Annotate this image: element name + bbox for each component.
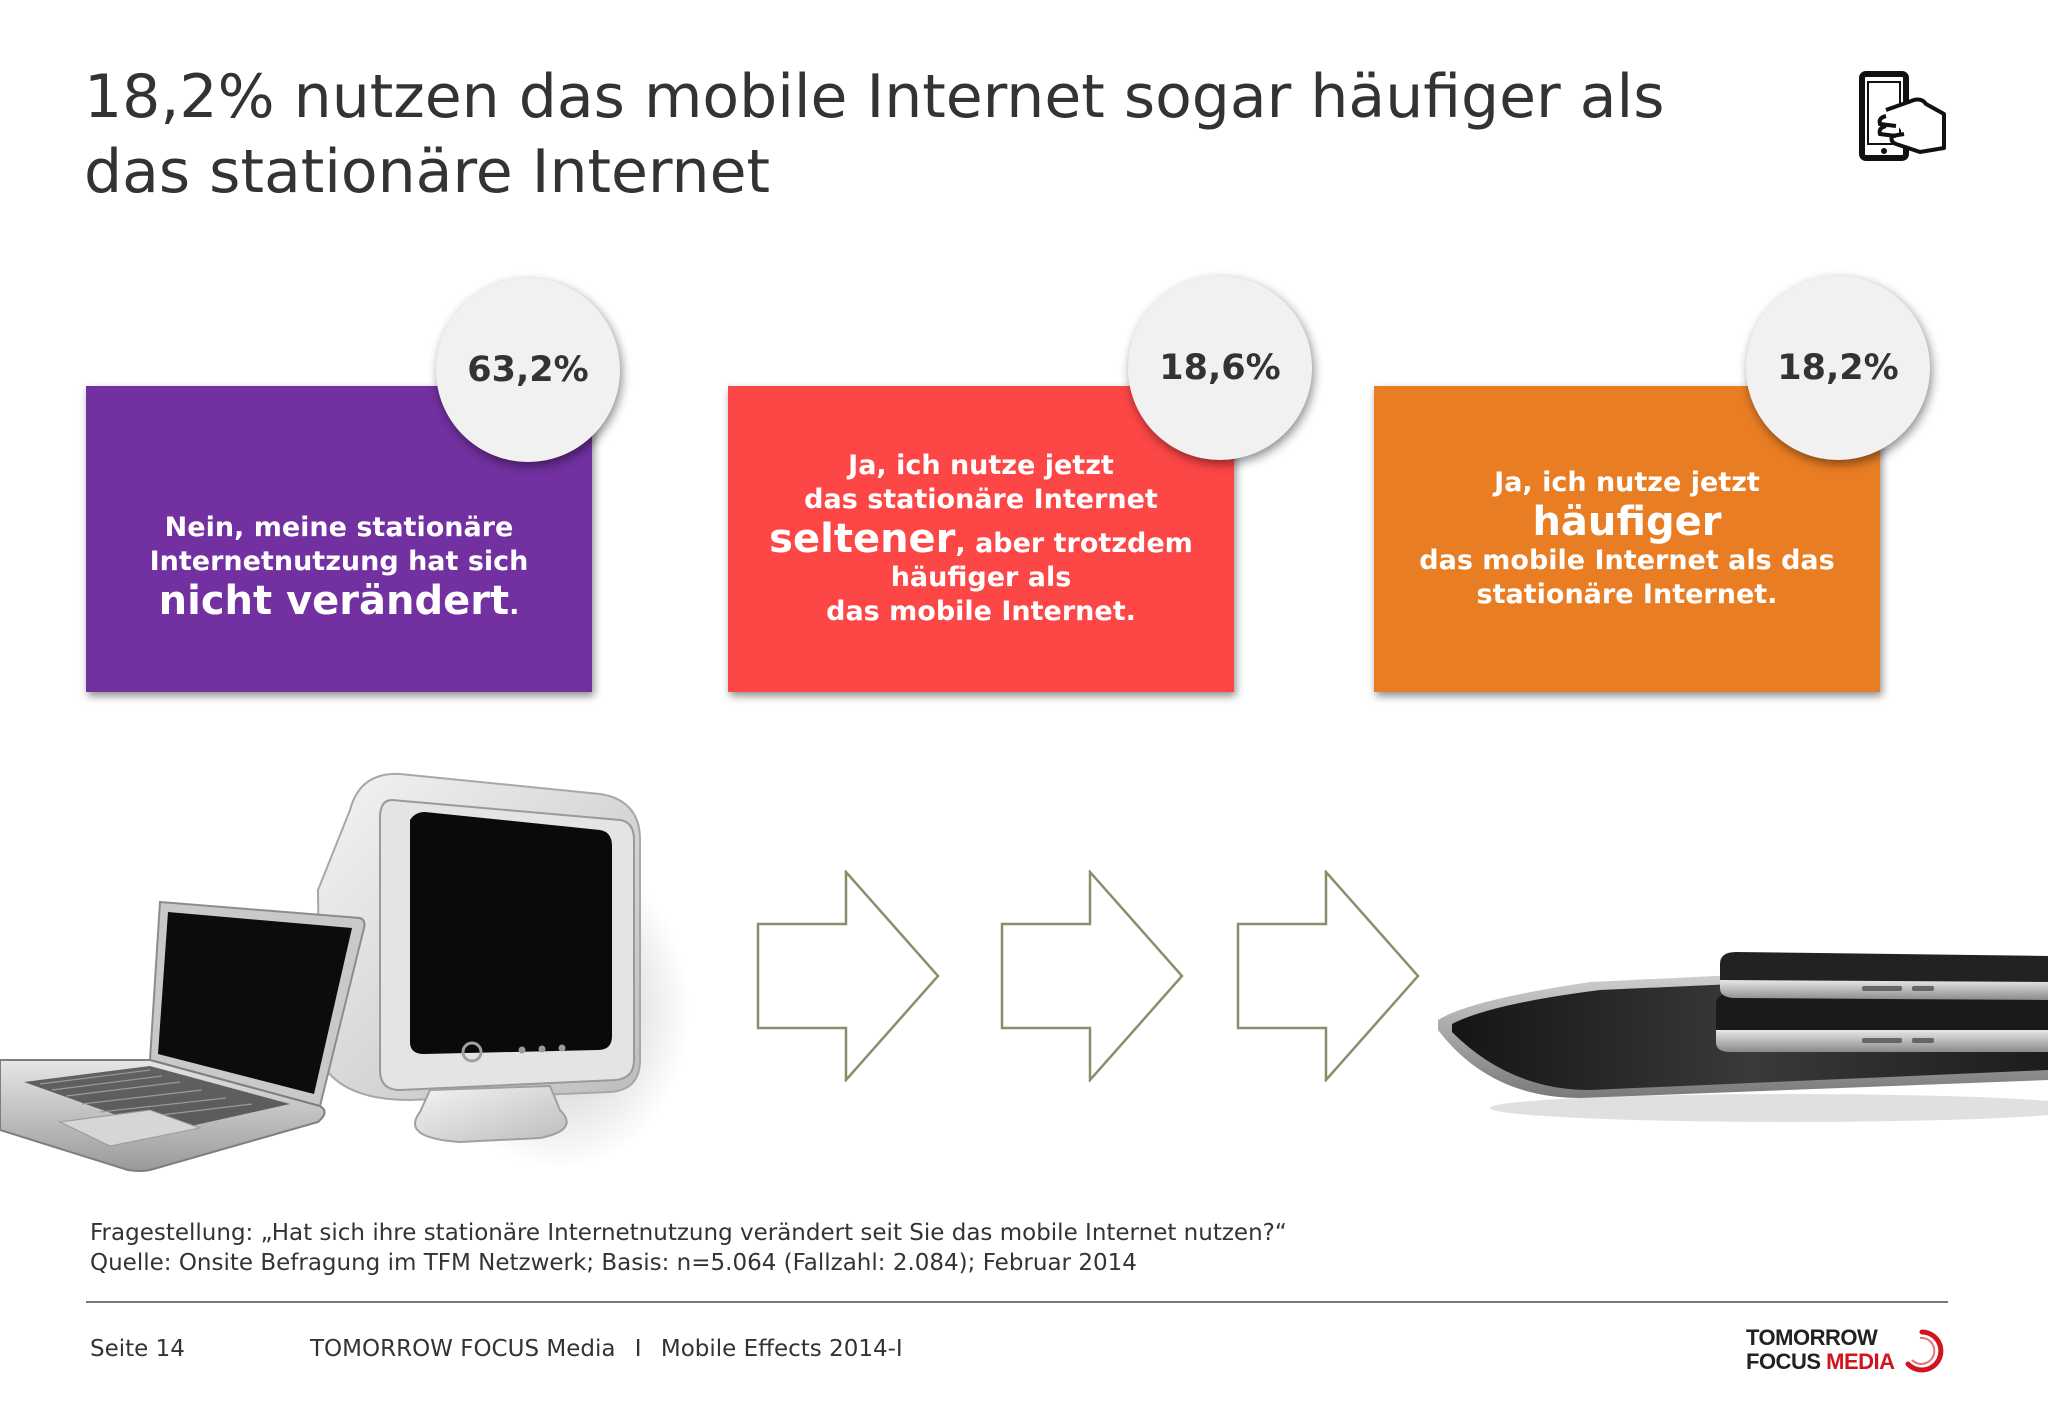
hand-holding-smartphone-icon bbox=[1859, 71, 1946, 161]
card-2-emphasis-tail: , aber trotzdem bbox=[955, 528, 1193, 559]
answer-card-less-often: Ja, ich nutze jetzt das stationäre Inter… bbox=[728, 386, 1234, 692]
title-line-1: 18,2% nutzen das mobile Internet sogar h… bbox=[84, 62, 1665, 132]
card-3-line-1: Ja, ich nutze jetzt bbox=[1494, 467, 1760, 498]
footnote: Fragestellung: „Hat sich ihre stationäre… bbox=[90, 1218, 1287, 1278]
logo-line-2: FOCUS MEDIA bbox=[1746, 1350, 1895, 1374]
footer-divider bbox=[86, 1301, 1948, 1303]
card-2-line-5: das mobile Internet. bbox=[826, 596, 1136, 627]
percent-badge-less-often: 18,6% bbox=[1128, 276, 1312, 460]
logo-line-1: TOMORROW bbox=[1746, 1325, 1878, 1350]
percent-badge-unchanged: 63,2% bbox=[436, 278, 620, 462]
card-2-emphasis: seltener bbox=[769, 516, 956, 562]
answer-card-unchanged: Nein, meine stationäre Internetnutzung h… bbox=[86, 386, 592, 692]
laptop-and-crt-monitor-icon bbox=[0, 772, 690, 1172]
right-arrow-outline-icon bbox=[756, 870, 940, 1082]
card-1-trailing: . bbox=[509, 590, 520, 621]
logo-focus: FOCUS bbox=[1746, 1349, 1827, 1374]
card-3-line-3: das mobile Internet als das bbox=[1419, 545, 1835, 576]
percent-badge-more-often: 18,2% bbox=[1746, 276, 1930, 460]
footnote-source: Quelle: Onsite Befragung im TFM Netzwerk… bbox=[90, 1250, 1137, 1276]
right-arrow-outline-icon bbox=[1000, 870, 1184, 1082]
footer-separator: I bbox=[634, 1336, 642, 1362]
card-1-emphasis: nicht verändert bbox=[158, 578, 510, 624]
right-arrow-outline-icon bbox=[1236, 870, 1420, 1082]
card-3-line-4: stationäre Internet. bbox=[1476, 579, 1778, 610]
card-2-line-1: Ja, ich nutze jetzt bbox=[848, 450, 1114, 481]
page-number: Seite 14 bbox=[90, 1336, 185, 1362]
card-1-emphasis-line: nicht verändert. bbox=[159, 579, 520, 623]
tomorrow-focus-media-logo: TOMORROW FOCUS MEDIA bbox=[1746, 1326, 1954, 1376]
footer-publisher: TOMORROW FOCUS Media I Mobile Effects 20… bbox=[310, 1336, 903, 1362]
card-3-emphasis: häufiger bbox=[1532, 499, 1722, 545]
footer-report: Mobile Effects 2014-I bbox=[660, 1336, 903, 1362]
card-1-line-1: Nein, meine stationäre bbox=[164, 512, 514, 543]
title-line-2: das stationäre Internet bbox=[84, 137, 771, 207]
tablet-and-smartphones-icon bbox=[1438, 952, 2048, 1122]
card-2-emphasis-line: seltener, aber trotzdem bbox=[769, 517, 1193, 561]
card-2-line-2: das stationäre Internet bbox=[804, 484, 1158, 515]
slide-title: 18,2% nutzen das mobile Internet sogar h… bbox=[84, 60, 1784, 210]
footer-publisher-name: TOMORROW FOCUS Media bbox=[310, 1336, 616, 1362]
card-1-line-2: Internetnutzung hat sich bbox=[149, 546, 529, 577]
footnote-question: Fragestellung: „Hat sich ihre stationäre… bbox=[90, 1220, 1287, 1246]
card-2-line-4: häufiger als bbox=[890, 562, 1072, 593]
logo-swoosh-icon bbox=[1905, 1329, 1944, 1373]
logo-media: MEDIA bbox=[1826, 1349, 1895, 1374]
